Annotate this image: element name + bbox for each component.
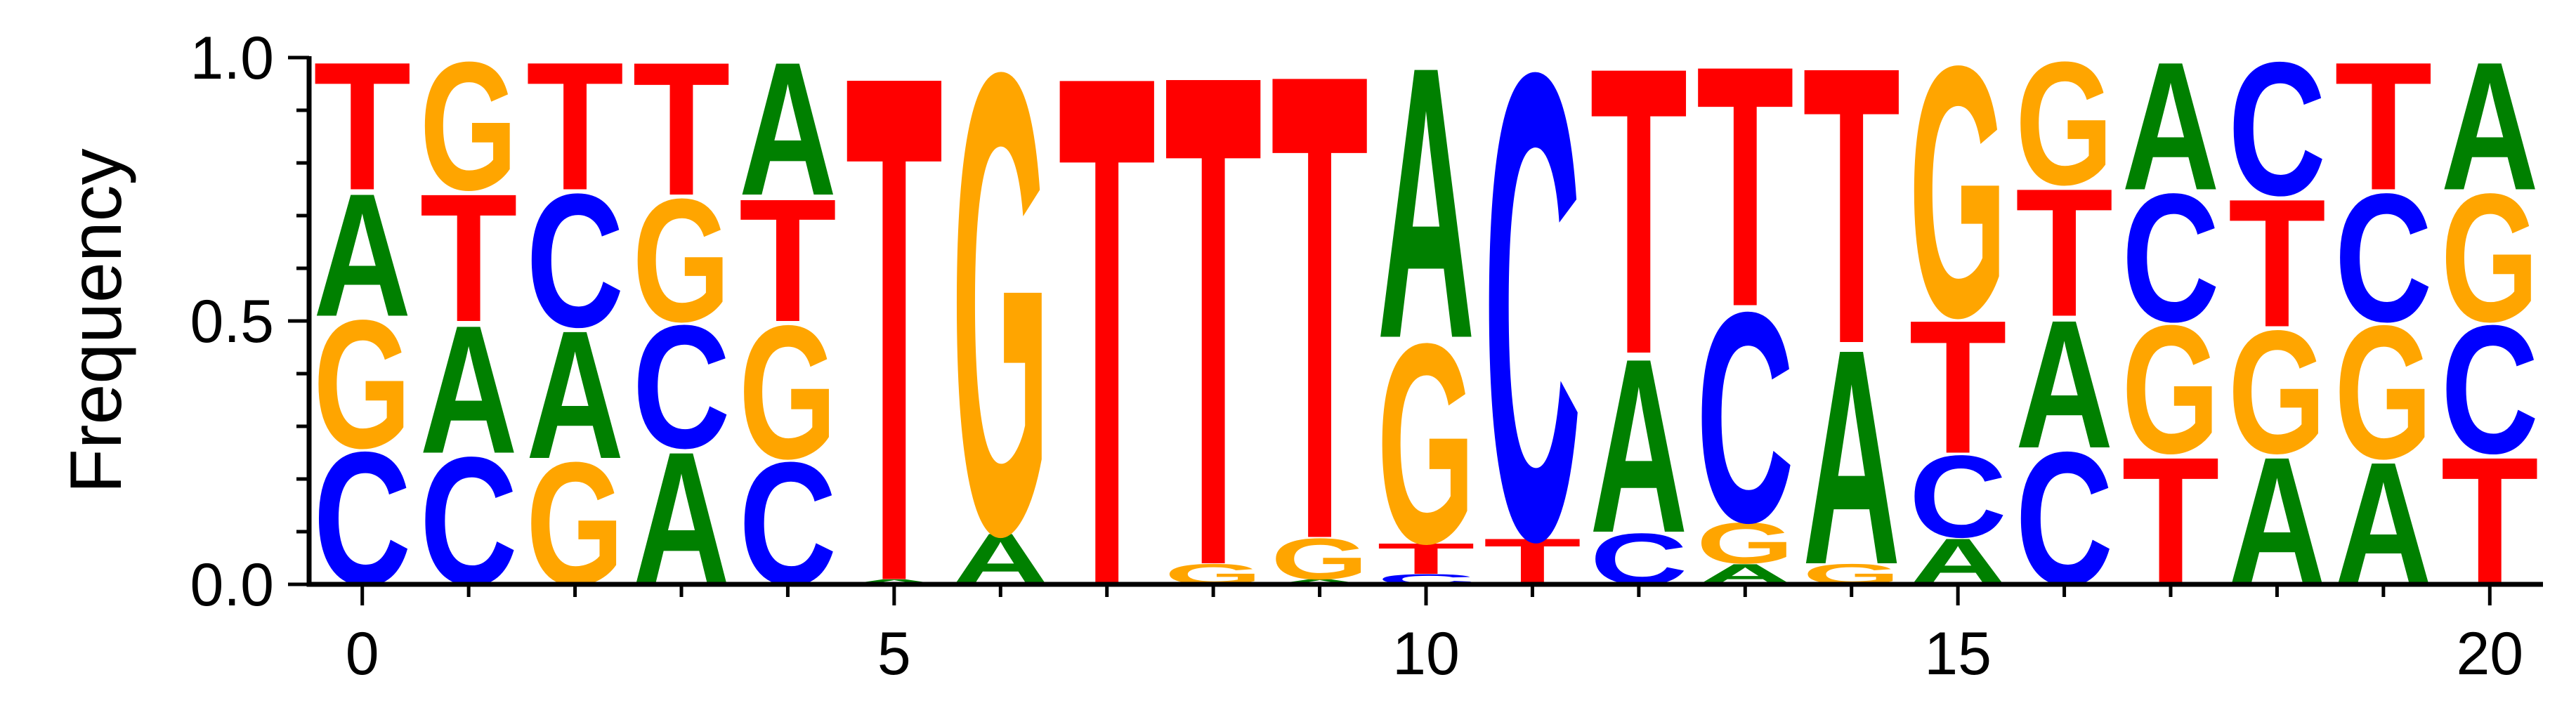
logo-letter-c-pos-13: C — [1696, 251, 1794, 586]
logo-letter-g-pos-4: G — [739, 286, 837, 499]
logo-letter-a-pos-0: A — [313, 157, 411, 353]
x-tick-label: 10 — [1392, 620, 1460, 688]
logo-letter-g-pos-0: G — [313, 283, 411, 487]
logo-letter-g-pos-19: G — [2334, 286, 2432, 499]
logo-letter-g-pos-15: G — [1909, 0, 2006, 393]
logo-letter-c-pos-2: C — [526, 154, 624, 367]
y-tick-label: 0.0 — [190, 551, 274, 619]
logo-letter-t-pos-13: T — [1696, 0, 1794, 378]
logo-letter-a-pos-5: A — [845, 578, 943, 586]
logo-letter-t-pos-1: T — [419, 155, 517, 360]
logo-letter-t-pos-4: T — [739, 162, 837, 358]
logo-letter-g-pos-20: G — [2441, 157, 2539, 360]
logo-letter-g-pos-13: G — [1696, 511, 1794, 576]
y-tick-label: 0.5 — [190, 288, 274, 355]
logo-letter-c-pos-18: C — [2228, 22, 2326, 235]
logo-letter-t-pos-15: T — [1909, 281, 2006, 494]
logo-letter-c-pos-15: C — [1909, 432, 2006, 563]
logo-letter-t-pos-7: T — [1058, 0, 1156, 722]
logo-letter-t-pos-18: T — [2228, 160, 2326, 365]
y-tick-label: 1.0 — [190, 25, 274, 92]
logo-letter-c-pos-20: C — [2441, 287, 2539, 492]
logo-letter-c-pos-3: C — [632, 289, 730, 485]
logo-letter-t-pos-3: T — [632, 23, 730, 236]
y-axis-label: Frequency — [55, 148, 137, 493]
logo-letter-t-pos-2: T — [526, 23, 624, 228]
logo-letter-t-pos-5: T — [845, 0, 943, 722]
logo-letter-a-pos-17: A — [2121, 24, 2219, 228]
logo-letter-a-pos-14: A — [1803, 285, 1900, 629]
logo-letter-t-pos-12: T — [1590, 0, 1687, 440]
logo-letter-g-pos-6: G — [952, 0, 1050, 672]
logo-letter-t-pos-16: T — [2015, 150, 2113, 355]
x-tick-label: 15 — [1924, 620, 1992, 688]
logo-letter-t-pos-10: T — [1377, 534, 1475, 584]
logo-letter-a-pos-2: A — [526, 293, 624, 497]
logo-letter-c-pos-11: C — [1484, 0, 1581, 678]
x-tick-label: 5 — [877, 620, 911, 688]
logo-letter-t-pos-8: T — [1164, 0, 1262, 712]
logo-letter-t-pos-9: T — [1271, 0, 1368, 679]
logo-letter-a-pos-12: A — [1590, 308, 1687, 585]
logo-letter-g-pos-1: G — [419, 25, 517, 228]
logo-letter-g-pos-17: G — [2121, 288, 2219, 492]
logo-letter-a-pos-9: A — [1271, 578, 1368, 586]
logo-letter-g-pos-3: G — [632, 163, 730, 359]
logo-letter-a-pos-4: A — [739, 22, 837, 235]
logo-letter-g-pos-16: G — [2015, 26, 2113, 222]
logo-letter-g-pos-18: G — [2228, 294, 2326, 490]
axes-layer: 0.0 0.5 1.0 0 5 10 15 20 Frequency — [55, 25, 2543, 688]
logo-letter-a-pos-10: A — [1377, 0, 1475, 419]
logo-letter-a-pos-20: A — [2441, 24, 2539, 228]
x-tick-label: 0 — [346, 620, 379, 688]
x-tick-label: 20 — [2456, 620, 2523, 688]
logo-letter-t-pos-19: T — [2334, 23, 2432, 228]
logo-letter-a-pos-16: A — [2015, 282, 2113, 487]
logo-letter-t-pos-14: T — [1803, 0, 1900, 426]
logo-letter-a-pos-1: A — [419, 287, 517, 492]
logo-letter-t-pos-0: T — [313, 23, 411, 228]
logo-letter-g-pos-10: G — [1377, 284, 1475, 603]
logo-letter-c-pos-17: C — [2121, 156, 2219, 360]
logo-letter-c-pos-19: C — [2334, 156, 2432, 360]
logo-letter-g-pos-9: G — [1271, 526, 1368, 591]
